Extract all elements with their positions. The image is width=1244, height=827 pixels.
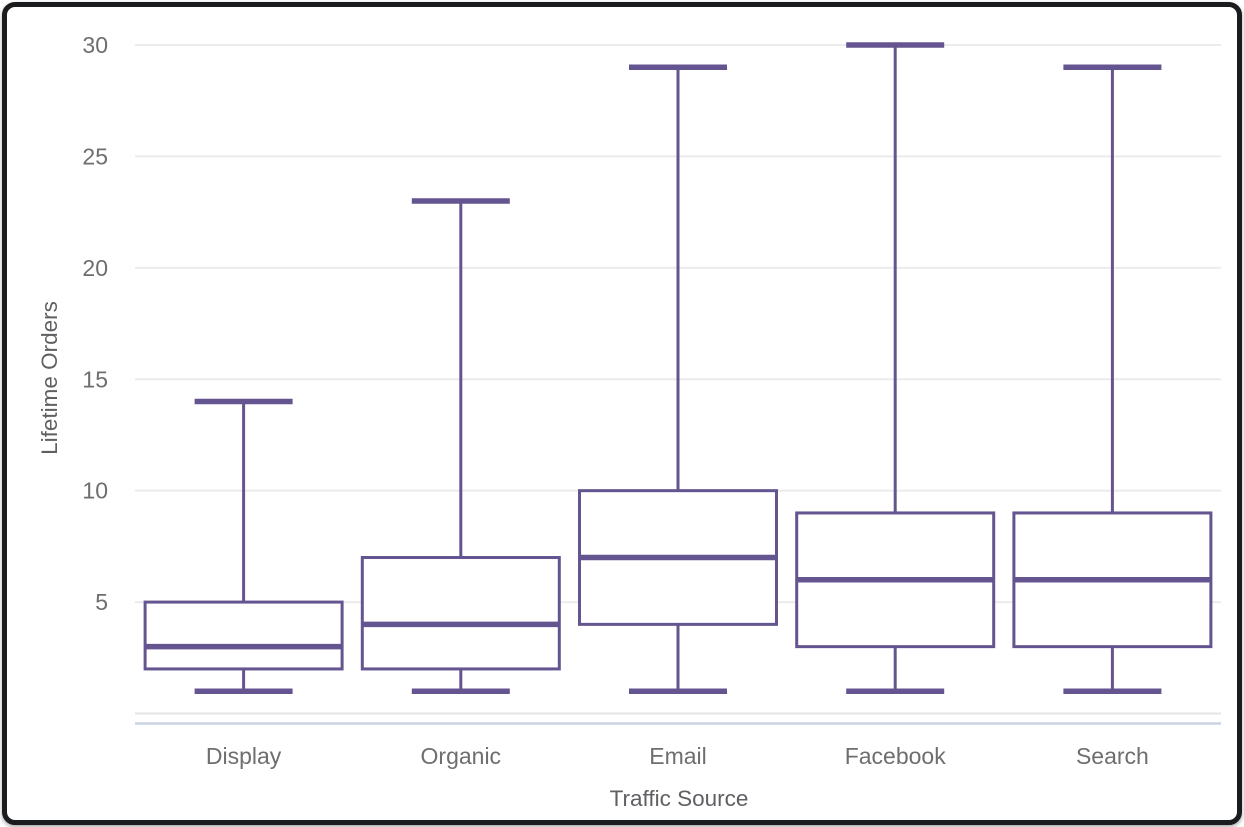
box-series — [143, 42, 1213, 694]
y-tick-label-15: 15 — [82, 366, 108, 392]
x-category-labels: Display Organic Email Facebook Search — [206, 743, 1149, 769]
y-tick-label-10: 10 — [82, 478, 108, 504]
x-category-label-facebook: Facebook — [845, 743, 947, 769]
box-search[interactable] — [1012, 64, 1213, 694]
y-tick-label-30: 30 — [82, 32, 108, 58]
x-axis-title: Traffic Source — [610, 786, 749, 811]
y-tick-label-5: 5 — [95, 589, 108, 615]
box-email[interactable] — [578, 64, 778, 694]
y-tick-label-20: 20 — [82, 255, 108, 281]
x-category-label-organic: Organic — [421, 743, 502, 769]
box-organic[interactable] — [360, 198, 561, 694]
y-axis-title: Lifetime Orders — [37, 301, 62, 455]
x-category-label-email: Email — [649, 743, 707, 769]
iqr-box[interactable] — [360, 556, 561, 671]
box-facebook[interactable] — [795, 42, 996, 694]
y-tick-label-25: 25 — [82, 143, 108, 169]
y-tick-labels: 5 10 15 20 25 30 — [82, 32, 108, 615]
boxplot-chart: 5 10 15 20 25 30 Display Organic Email Facebook S… — [37, 32, 1221, 811]
iqr-box[interactable] — [143, 600, 344, 671]
box-display[interactable] — [143, 398, 344, 694]
x-category-label-display: Display — [206, 743, 282, 769]
x-category-label-search: Search — [1076, 743, 1149, 769]
